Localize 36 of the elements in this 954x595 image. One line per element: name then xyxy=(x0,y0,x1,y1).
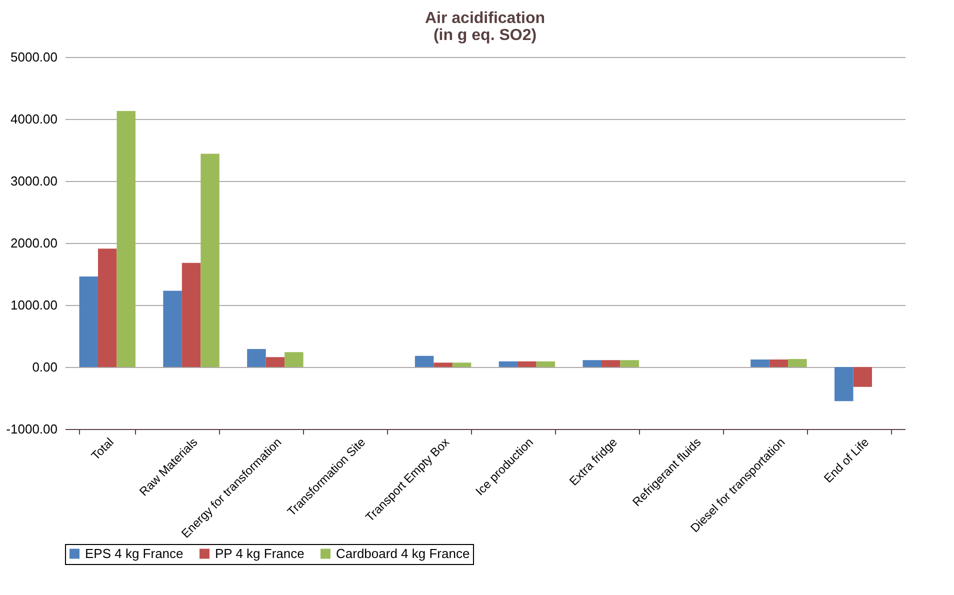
bar xyxy=(163,290,182,367)
legend-label: Cardboard 4 kg France xyxy=(336,546,470,561)
bar xyxy=(582,360,602,367)
bar xyxy=(116,110,136,367)
bar xyxy=(182,262,201,367)
bar xyxy=(247,349,266,367)
bar xyxy=(414,356,434,367)
bar xyxy=(79,276,98,367)
legend-label: EPS 4 kg France xyxy=(85,546,184,561)
bar xyxy=(750,360,770,367)
bar xyxy=(518,361,536,367)
chart-subtitle: (in g eq. SO2) xyxy=(433,27,537,44)
bar xyxy=(452,362,472,367)
y-tick-label: 5000.00 xyxy=(10,50,58,64)
bar xyxy=(536,361,556,367)
bar xyxy=(853,367,872,387)
y-tick-label: -1000.00 xyxy=(6,422,58,436)
y-tick-label: 4000.00 xyxy=(10,112,58,126)
chart-title: Air acidification xyxy=(424,10,546,27)
bar xyxy=(834,367,854,402)
y-tick-label: 3000.00 xyxy=(10,174,58,188)
y-tick-label: 1000.00 xyxy=(10,298,58,312)
bar xyxy=(498,361,518,367)
bar xyxy=(266,357,285,367)
y-tick-label: 0.00 xyxy=(32,360,58,374)
bar xyxy=(620,360,639,367)
bar xyxy=(284,352,304,367)
y-tick-label: 2000.00 xyxy=(10,236,58,250)
bar xyxy=(200,154,220,367)
bar xyxy=(434,362,452,367)
legend-label: PP 4 kg France xyxy=(215,546,304,561)
bar xyxy=(788,358,807,367)
bar xyxy=(98,248,117,367)
x-tick-label: End of Life xyxy=(821,434,872,486)
bar xyxy=(602,360,620,367)
bar xyxy=(769,360,788,367)
